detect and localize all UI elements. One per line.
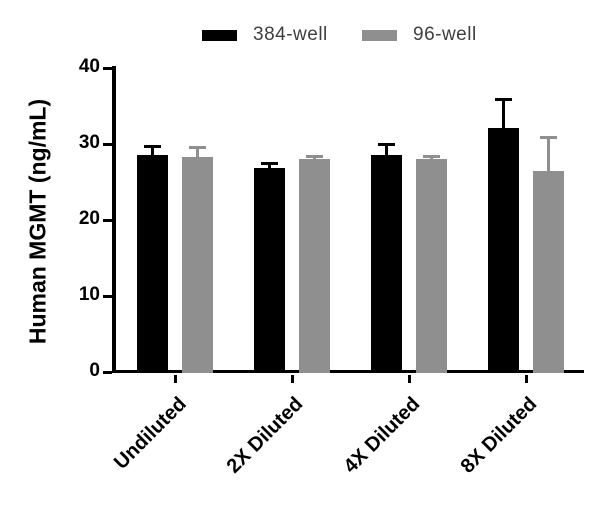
- error-bar: [196, 147, 199, 157]
- legend-label-96-well: 96-well: [413, 24, 477, 45]
- y-axis-tick-label: 40: [78, 56, 100, 77]
- y-axis-tick-label: 10: [78, 284, 100, 305]
- error-bar: [502, 99, 505, 129]
- x-axis-label: Undiluted: [109, 393, 191, 474]
- x-axis-tick: [290, 375, 294, 383]
- error-bar-cap: [306, 154, 323, 158]
- error-bar-cap: [423, 155, 440, 159]
- y-axis-line: [112, 66, 116, 373]
- y-axis-tick-label: 0: [89, 360, 100, 381]
- error-bar-cap: [189, 146, 206, 150]
- bar-96-well-Undiluted: [182, 156, 213, 373]
- error-bar-cap: [378, 143, 395, 147]
- x-axis-label: 8X Diluted: [456, 393, 542, 478]
- bar-96-well-2X Diluted: [299, 159, 330, 373]
- error-bar: [547, 137, 550, 172]
- legend-item-96-well: 96-well: [362, 24, 477, 46]
- error-bar: [268, 163, 271, 169]
- x-axis-tick: [173, 375, 177, 383]
- y-axis-tick: [103, 66, 112, 70]
- y-axis-tick-label: 30: [78, 132, 100, 153]
- x-axis-line: [112, 369, 584, 373]
- bar-384-well-4X Diluted: [371, 154, 402, 373]
- bar-384-well-Undiluted: [137, 154, 168, 373]
- bar-384-well-2X Diluted: [254, 168, 285, 373]
- bar-96-well-4X Diluted: [416, 159, 447, 373]
- bar-384-well-8X Diluted: [488, 128, 519, 373]
- error-bar: [385, 144, 388, 155]
- error-bar: [313, 156, 316, 160]
- legend-label-384-well: 384-well: [253, 24, 328, 45]
- y-axis-tick: [103, 218, 112, 222]
- y-axis-tick: [103, 294, 112, 298]
- x-axis-tick: [407, 375, 411, 383]
- x-axis-label: 2X Diluted: [222, 393, 308, 478]
- x-axis-label: 4X Diluted: [339, 393, 425, 478]
- y-axis-tick: [103, 370, 112, 374]
- error-bar-cap: [495, 98, 512, 102]
- error-bar-cap: [144, 144, 161, 148]
- y-axis-tick-label: 20: [78, 208, 100, 229]
- error-bar: [151, 146, 154, 155]
- y-axis-tick: [103, 142, 112, 146]
- legend-swatch-96-well: [362, 29, 397, 41]
- error-bar-cap: [540, 136, 557, 140]
- legend-swatch-384-well: [202, 29, 237, 41]
- bar-96-well-8X Diluted: [533, 171, 564, 373]
- x-axis-tick: [524, 375, 528, 383]
- y-axis-title: Human MGMT (ng/mL): [24, 98, 51, 345]
- error-bar-cap: [261, 161, 278, 165]
- legend-item-384-well: 384-well: [202, 24, 328, 46]
